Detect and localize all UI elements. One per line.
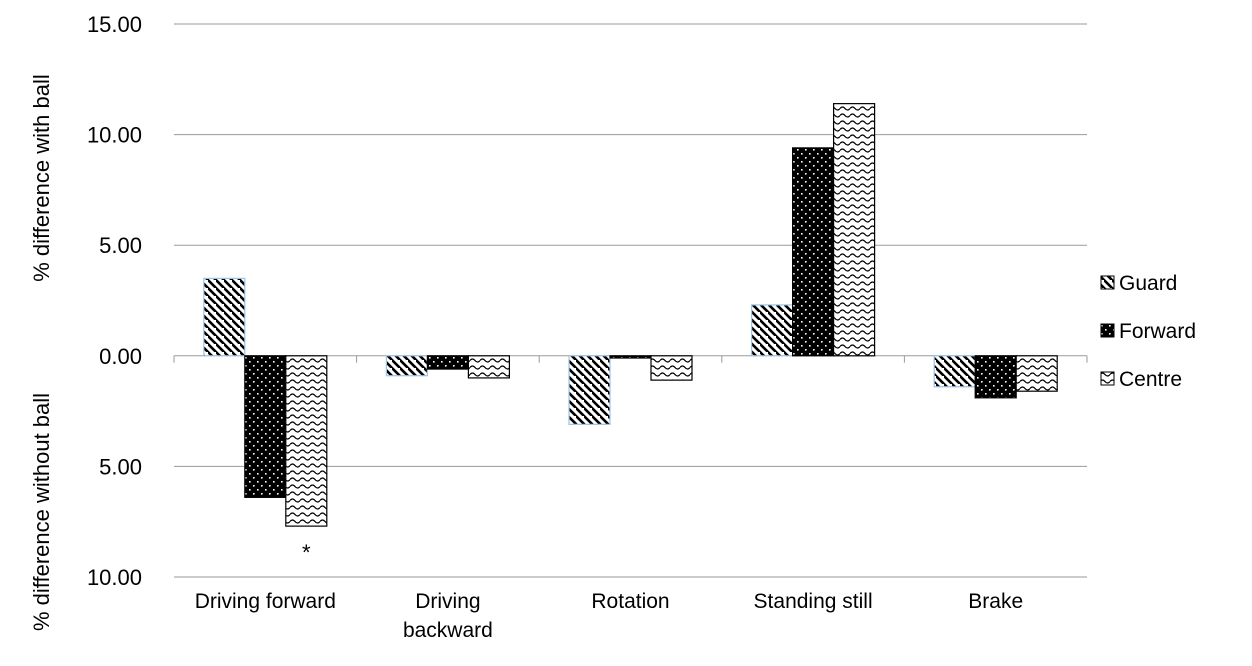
bar-guard-0	[203, 277, 246, 357]
bar-centre-0	[285, 355, 328, 527]
legend-label-forward: Forward	[1119, 320, 1196, 343]
y-axis-label-top: % difference with ball	[29, 74, 54, 282]
y-tick-label: 10.00	[87, 565, 142, 590]
bar-centre-3	[832, 103, 876, 357]
bar-centre-2	[650, 355, 693, 381]
legend-swatch-forward	[1100, 323, 1115, 338]
y-tick-label: 5.00	[99, 233, 142, 258]
bar-guard-3	[750, 304, 794, 357]
x-category-label: Driving backward	[403, 590, 493, 642]
x-category-label: Rotation	[591, 590, 669, 613]
bar-guard-2	[568, 355, 611, 425]
legend-label-centre: Centre	[1119, 368, 1182, 391]
bar-centre-4	[1015, 355, 1058, 392]
y-axis-label-bottom: % difference without ball	[29, 393, 54, 631]
bar-guard-1	[385, 355, 428, 377]
y-axis-ticks: 15.00 10.00 5.00 0.00 5.00 10.00	[87, 12, 142, 590]
x-category-label: Brake	[968, 590, 1023, 613]
y-tick-label: 5.00	[99, 454, 142, 479]
bar-forward-1	[426, 355, 469, 370]
y-tick-label: 15.00	[87, 12, 142, 37]
annotations: *	[302, 540, 311, 565]
bar-forward-2	[609, 355, 652, 359]
legend: Guard Forward Centre	[1100, 272, 1196, 391]
bar-centre-1	[467, 355, 510, 379]
y-tick-label: 0.00	[99, 344, 142, 369]
x-axis-categories: Driving forward Driving backward Rotation St…	[195, 590, 1023, 642]
legend-swatch-centre	[1100, 371, 1115, 386]
x-category-label: Standing still	[754, 590, 873, 613]
y-tick-label: 10.00	[87, 123, 142, 148]
bars	[203, 103, 1058, 527]
bar-forward-3	[791, 147, 835, 357]
legend-label-guard: Guard	[1119, 272, 1177, 295]
x-category-label: Driving forward	[195, 590, 336, 613]
legend-swatch-guard	[1100, 275, 1115, 290]
bar-guard-4	[933, 355, 976, 388]
bar-forward-0	[244, 355, 287, 498]
significance-asterisk: *	[302, 540, 311, 565]
bar-forward-4	[974, 355, 1017, 399]
